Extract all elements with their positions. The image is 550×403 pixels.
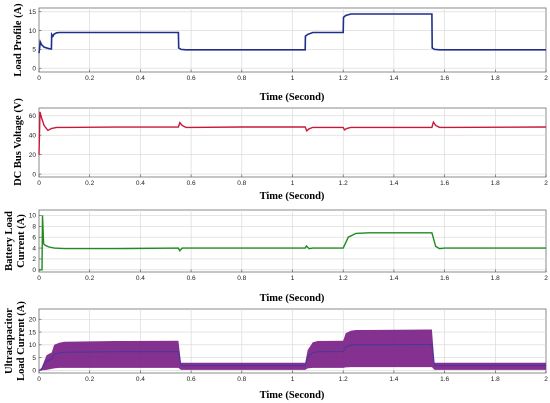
y-tick-label: 6 (32, 234, 36, 241)
x-tick-label: 0.8 (237, 275, 246, 282)
x-tick-label: 1 (291, 275, 295, 282)
y-tick-label: 20 (29, 152, 37, 159)
x-axis-label-ultracapacitor: Time (Second) (260, 390, 325, 401)
panel-load-profile: 0 5 10 15 0 0.2 0.4 0.6 0.8 1 1.2 1.4 1.6 1.8 2 Time … (13, 3, 548, 103)
x-tick-label: 1 (291, 376, 295, 383)
x-tick-label: 0.2 (85, 75, 94, 82)
y-tick-label: 0 (32, 171, 36, 178)
x-tick-label: 0.2 (85, 275, 94, 282)
y-tick-label: 15 (29, 9, 37, 16)
x-tick-label: 0.4 (136, 275, 145, 282)
x-tick-label: 1.2 (339, 376, 348, 383)
y-tick-label: 4 (32, 245, 36, 252)
x-tick-label: 1.8 (491, 376, 500, 383)
x-tick-label: 0.4 (136, 75, 145, 82)
y-tick-label: 0 (32, 267, 36, 274)
y-tick-label: 60 (29, 113, 37, 120)
x-tick-label: 1 (291, 180, 295, 187)
x-tick-label: 0.6 (187, 180, 196, 187)
x-axis-label-load: Time (Second) (260, 92, 325, 103)
x-tick-label: 1.8 (491, 180, 500, 187)
x-ticks-ultracapacitor: 0 0.2 0.4 0.6 0.8 1 1.2 1.4 1.6 1.8 2 (37, 370, 548, 383)
x-tick-label: 2 (544, 75, 548, 82)
x-tick-label: 2 (544, 376, 548, 383)
series-ultracapacitor-mean (38, 343, 546, 371)
x-tick-label: 0 (37, 75, 41, 82)
x-ticks-load: 0 0.2 0.4 0.6 0.8 1 1.2 1.4 1.6 1.8 2 (37, 69, 548, 82)
y-tick-label: 8 (32, 224, 36, 231)
x-tick-label: 1.2 (339, 275, 348, 282)
x-tick-label: 1.8 (491, 75, 500, 82)
x-ticks-battery: 0 0.2 0.4 0.6 0.8 1 1.2 1.4 1.6 1.8 2 (37, 269, 548, 282)
series-bus-voltage (38, 111, 547, 155)
x-axis-label-battery: Time (Second) (260, 293, 325, 304)
x-tick-label: 1.2 (339, 180, 348, 187)
y-tick-label: 2 (32, 256, 36, 263)
y-tick-label: 0 (32, 66, 36, 73)
x-tick-label: 0.2 (85, 180, 94, 187)
grid-ultracapacitor (39, 309, 546, 373)
x-tick-label: 2 (544, 180, 548, 187)
panel-battery-current: 0 2 4 6 8 10 0 0.2 0.4 0.6 0.8 1 1.2 1.4 1.6 1.8 2 Time… (4, 209, 548, 304)
x-tick-label: 0 (37, 180, 41, 187)
x-tick-label: 0.8 (237, 75, 246, 82)
x-tick-label: 0.4 (136, 180, 145, 187)
y-ticks-load: 0 5 10 15 (29, 9, 42, 73)
x-tick-label: 0 (37, 376, 41, 383)
grid-bus (39, 108, 546, 177)
x-tick-label: 0 (37, 275, 41, 282)
x-ticks-bus: 0 0.2 0.4 0.6 0.8 1 1.2 1.4 1.6 1.8 2 (37, 174, 548, 187)
x-tick-label: 1.4 (389, 75, 398, 82)
series-ultracapacitor-band (39, 329, 546, 371)
y-ticks-ultracapacitor: 0 5 10 15 20 (29, 317, 42, 375)
y-axis-label-battery: Battery LoadCurrent (A) (4, 211, 27, 271)
x-tick-label: 0.8 (237, 180, 246, 187)
x-tick-label: 1.4 (389, 376, 398, 383)
panel-ultracapacitor-current: 0 5 10 15 20 0 0.2 0.4 0.6 0.8 1 1.2 1.4 1.6 1.8 2 Tim… (4, 301, 548, 401)
x-tick-label: 1.4 (389, 275, 398, 282)
x-tick-label: 0.8 (237, 376, 246, 383)
y-tick-label: 20 (29, 317, 37, 324)
x-tick-label: 1.4 (389, 180, 398, 187)
x-tick-label: 0.6 (187, 275, 196, 282)
x-tick-label: 0.2 (85, 376, 94, 383)
series-load-current (38, 13, 546, 54)
x-axis-label-bus: Time (Second) (260, 191, 325, 202)
y-tick-label: 5 (32, 355, 36, 362)
panel-dc-bus-voltage: 0 20 40 60 0 0.2 0.4 0.6 0.8 1 1.2 1.4 1.6 1.8 2 Time… (13, 98, 548, 202)
y-axis-label-bus: DC Bus Voltage (V) (13, 98, 24, 186)
x-tick-label: 0.6 (187, 75, 196, 82)
x-tick-label: 1.8 (491, 275, 500, 282)
y-axis-label-load: Load Profile (A) (13, 3, 24, 77)
y-tick-label: 10 (29, 213, 37, 220)
series-battery-current (39, 215, 546, 271)
y-tick-label: 15 (29, 329, 37, 336)
x-tick-label: 1.6 (440, 275, 449, 282)
y-tick-label: 10 (29, 28, 37, 35)
y-tick-label: 10 (29, 342, 37, 349)
x-tick-label: 2 (544, 275, 548, 282)
x-tick-label: 0.4 (136, 376, 145, 383)
x-tick-label: 1.2 (339, 75, 348, 82)
y-tick-label: 40 (29, 133, 37, 140)
y-ticks-battery: 0 2 4 6 8 10 (29, 213, 42, 274)
y-tick-label: 0 (32, 368, 36, 375)
x-tick-label: 1.6 (440, 180, 449, 187)
x-tick-label: 0.6 (187, 376, 196, 383)
x-tick-label: 1.6 (440, 75, 449, 82)
x-tick-label: 1.6 (440, 376, 449, 383)
y-axis-label-ultracapacitor: UltracapacitorLoad Current (A) (4, 301, 27, 381)
y-tick-label: 5 (32, 47, 36, 54)
x-tick-label: 1 (291, 75, 295, 82)
